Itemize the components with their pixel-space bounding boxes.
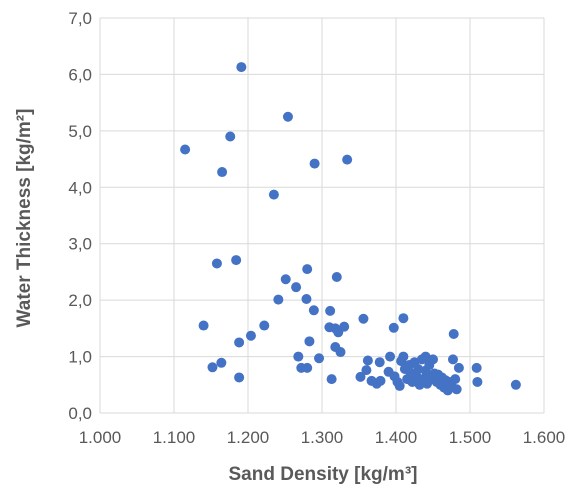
x-tick-label: 1.000 xyxy=(79,428,122,447)
data-point xyxy=(216,357,227,368)
x-tick-label: 1.100 xyxy=(153,428,196,447)
data-point xyxy=(236,62,247,73)
data-point xyxy=(362,355,373,366)
x-tick-label: 1.300 xyxy=(301,428,344,447)
y-tick-label: 2,0 xyxy=(68,291,92,310)
data-point xyxy=(448,329,459,339)
data-point xyxy=(302,264,313,275)
data-point xyxy=(245,330,256,341)
data-point xyxy=(326,374,337,385)
data-point xyxy=(374,357,385,368)
data-point xyxy=(231,255,242,266)
data-point xyxy=(301,294,312,305)
data-point xyxy=(234,337,245,348)
data-point xyxy=(510,379,521,390)
data-point xyxy=(280,274,291,285)
y-tick-label: 5,0 xyxy=(68,122,92,141)
x-tick-label: 1.200 xyxy=(227,428,270,447)
data-point xyxy=(309,158,320,169)
data-point xyxy=(198,320,209,331)
data-point xyxy=(268,189,279,200)
data-point xyxy=(273,294,284,305)
y-tick-label: 1,0 xyxy=(68,348,92,367)
y-tick-label: 3,0 xyxy=(68,235,92,254)
data-point xyxy=(361,365,372,376)
data-point xyxy=(331,272,342,283)
data-point xyxy=(225,131,236,142)
data-point xyxy=(451,384,462,395)
data-point xyxy=(325,305,336,316)
data-point xyxy=(388,322,399,333)
data-point xyxy=(472,376,483,387)
x-tick-label: 1.600 xyxy=(523,428,566,447)
data-point xyxy=(282,111,293,122)
x-axis-title: Sand Density [kg/m³] xyxy=(229,464,418,485)
data-point xyxy=(291,282,302,293)
y-tick-label: 6,0 xyxy=(68,65,92,84)
x-tick-label: 1.500 xyxy=(449,428,492,447)
data-point xyxy=(308,305,319,316)
data-point xyxy=(207,362,218,373)
data-point xyxy=(428,354,438,365)
data-point xyxy=(398,351,409,362)
y-tick-label: 7,0 xyxy=(68,9,92,28)
data-point xyxy=(355,371,366,382)
data-point xyxy=(385,351,396,362)
data-point xyxy=(293,351,304,362)
data-point xyxy=(302,362,313,373)
x-tick-label: 1.400 xyxy=(375,428,418,447)
data-point xyxy=(471,362,482,373)
gridlines xyxy=(99,17,545,414)
data-point xyxy=(453,362,464,373)
data-point xyxy=(234,372,245,383)
data-point xyxy=(335,347,346,358)
data-point xyxy=(314,353,325,364)
data-point xyxy=(358,313,369,324)
data-point xyxy=(450,374,461,385)
y-axis-title: Water Thickness [kg/m²] xyxy=(14,109,35,328)
tick-labels: 0,0 1,0 2,0 3,0 4,0 5,0 6,0 7,0 1.000 1.100 1.200 1… xyxy=(68,9,565,447)
data-point xyxy=(304,336,315,347)
data-point xyxy=(342,154,353,165)
y-tick-label: 0,0 xyxy=(68,404,92,423)
data-point xyxy=(447,354,458,365)
data-point xyxy=(398,313,409,324)
data-point xyxy=(375,375,386,386)
data-point xyxy=(259,320,270,331)
data-point xyxy=(211,258,222,269)
data-point xyxy=(180,144,191,155)
data-point xyxy=(394,380,405,391)
data-points xyxy=(180,62,521,396)
data-point xyxy=(339,321,350,332)
y-tick-label: 4,0 xyxy=(68,178,92,197)
data-point xyxy=(217,167,228,178)
